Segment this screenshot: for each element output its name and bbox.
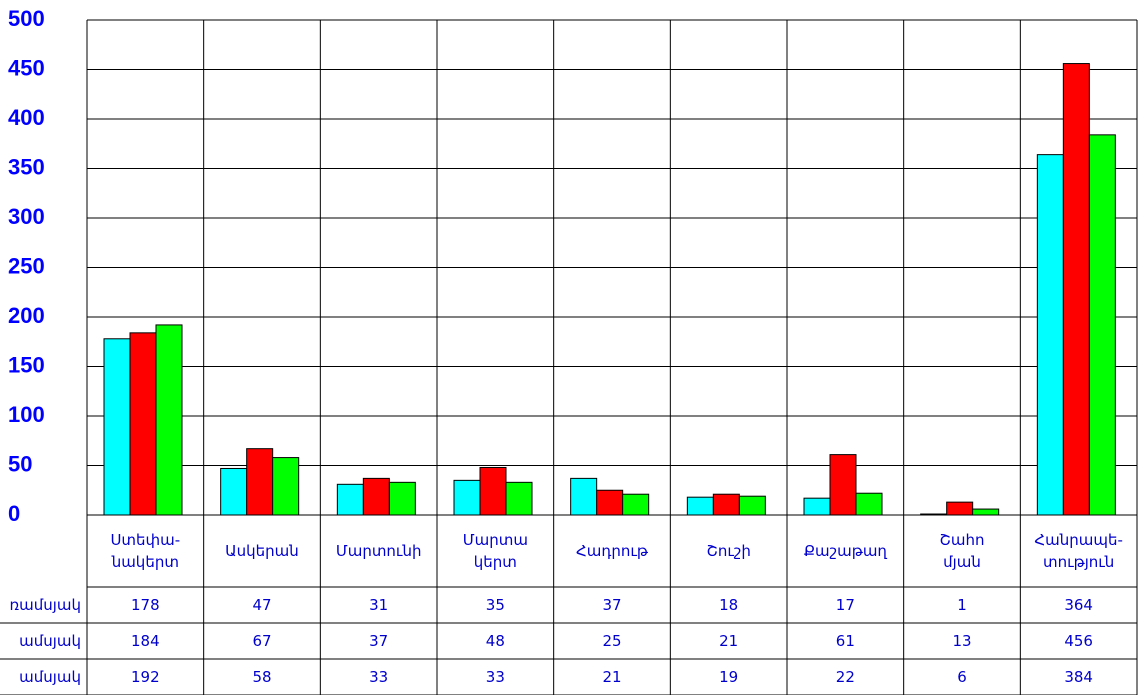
table-value: 25	[602, 632, 622, 650]
table-value: 456	[1064, 632, 1093, 650]
table-value: 37	[602, 596, 622, 614]
bar	[220, 467, 248, 516]
y-tick-label: 400	[8, 105, 45, 130]
bar	[1036, 154, 1064, 516]
bar	[155, 324, 183, 516]
x-tick-label: Ստեփա- նակերտ	[110, 531, 181, 571]
x-tick-label: Շահո մյան	[939, 531, 985, 571]
bar	[596, 489, 624, 516]
bar	[453, 479, 481, 516]
table-value: 48	[485, 632, 505, 650]
table-value: 178	[131, 596, 160, 614]
y-tick-label: 350	[8, 154, 45, 179]
bar	[946, 501, 974, 516]
y-tick-label: 300	[8, 204, 45, 229]
bar	[1088, 134, 1116, 516]
bar	[103, 338, 131, 516]
series-name: ամսյակ	[19, 668, 81, 686]
x-tick-label: Շուշի	[706, 542, 751, 560]
bar	[855, 492, 883, 516]
x-tick-label: Քաշաթաղ	[803, 542, 887, 560]
table-value: 67	[252, 632, 272, 650]
x-tick-label: Հանրապե- տություն	[1034, 531, 1123, 571]
table-value: 184	[131, 632, 160, 650]
bar	[479, 466, 507, 516]
bar	[686, 496, 714, 516]
series-name: ամսյակ	[19, 632, 81, 650]
x-tick-label: Մարտունի	[335, 542, 422, 560]
bar	[272, 457, 300, 516]
table-value: 58	[252, 668, 272, 686]
table-value: 31	[369, 596, 389, 614]
bar	[1062, 63, 1090, 516]
bar	[362, 477, 390, 516]
table-value: 13	[952, 632, 972, 650]
x-tick-label: Ասկերան	[225, 542, 299, 560]
table-value: 35	[485, 596, 505, 614]
x-tick-label: Մարտա կերտ	[462, 531, 528, 571]
table-value: 47	[252, 596, 272, 614]
bar	[388, 481, 416, 516]
y-tick-label: 100	[8, 402, 45, 427]
table-value: 61	[835, 632, 855, 650]
y-tick-label: 150	[8, 352, 45, 377]
table-value: 37	[369, 632, 389, 650]
x-tick-label: Հադրութ	[576, 542, 648, 560]
bar	[829, 454, 857, 516]
table-value: 6	[957, 668, 967, 686]
table-value: 384	[1064, 668, 1093, 686]
y-tick-label: 0	[8, 501, 20, 526]
y-tick-label: 50	[8, 451, 32, 476]
bar	[622, 493, 650, 516]
table-value: 33	[369, 668, 389, 686]
bar	[738, 495, 766, 516]
bar	[712, 493, 740, 516]
table-value: 21	[719, 632, 739, 650]
table-value: 33	[485, 668, 505, 686]
bar	[129, 332, 157, 516]
table-value: 22	[835, 668, 855, 686]
table-value: 18	[719, 596, 739, 614]
bar	[336, 483, 364, 516]
table-value: 21	[602, 668, 622, 686]
bar	[246, 448, 274, 516]
y-tick-label: 200	[8, 303, 45, 328]
table-value: 364	[1064, 596, 1093, 614]
series-name: ռամսյակ	[9, 596, 81, 614]
y-tick-label: 500	[8, 6, 45, 31]
bar	[505, 481, 533, 516]
bar	[972, 508, 1000, 516]
table-value: 19	[719, 668, 739, 686]
bar	[803, 497, 831, 516]
table-value: 17	[835, 596, 855, 614]
y-tick-label: 450	[8, 55, 45, 80]
bar	[570, 477, 598, 516]
y-tick-label: 250	[8, 253, 45, 278]
table-value: 1	[957, 596, 967, 614]
table-value: 192	[131, 668, 160, 686]
